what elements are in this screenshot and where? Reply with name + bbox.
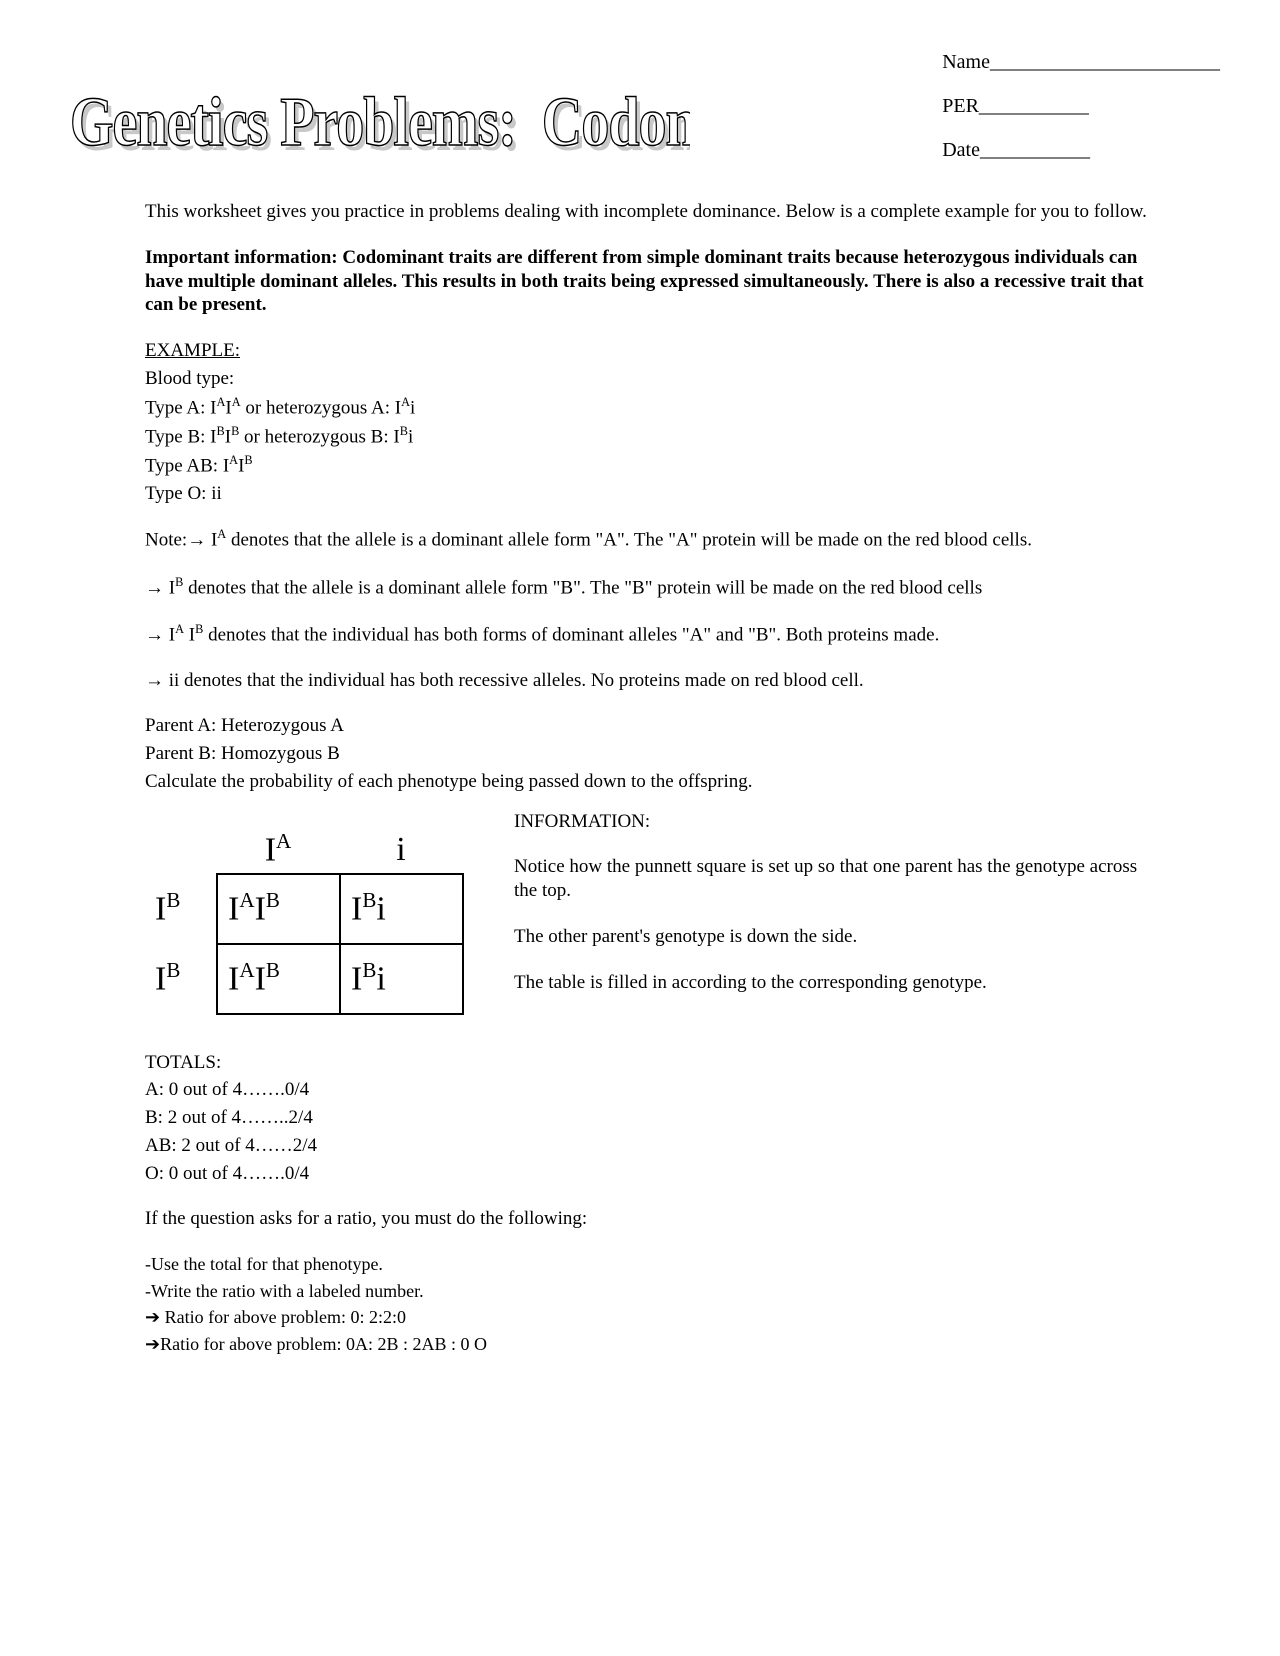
totals-heading: TOTALS: [145, 1051, 1155, 1075]
punnett-top-1: IA [217, 806, 340, 874]
punnett-cell-11: IAIB [217, 874, 340, 944]
calc-prompt: Calculate the probability of each phenot… [145, 770, 1155, 794]
punnett-cell-21: IAIB [217, 944, 340, 1014]
note-1: Note:→ IA denotes that the allele is a d… [145, 527, 1155, 552]
note-4: → ii denotes that the individual has bot… [145, 669, 1155, 693]
note-2: → IB denotes that the allele is a domina… [145, 575, 1155, 600]
totals-a: A: 0 out of 4…….0/4 [145, 1078, 1155, 1102]
ratio-question: If the question asks for a ratio, you mu… [145, 1207, 1155, 1231]
punnett-cell-22: IBi [340, 944, 463, 1014]
parent-a: Parent A: Heterozygous A [145, 714, 1155, 738]
punnett-side-2: IB [155, 944, 217, 1014]
example-heading: EXAMPLE: [145, 339, 1155, 363]
title-svg: Genetics Problems: Codominance Genetics … [70, 80, 690, 160]
totals-ab: AB: 2 out of 4……2/4 [145, 1134, 1155, 1158]
type-ab: Type AB: IAIB [145, 453, 1155, 478]
punnett-side-1: IB [155, 874, 217, 944]
info-p2: The other parent's genotype is down the … [514, 925, 1155, 949]
info-heading: INFORMATION: [514, 810, 1155, 834]
title: Genetics Problems: Codominance Genetics … [70, 80, 690, 165]
punnett-section: IA i IB IAIB IBi IB IAIB IBi I [145, 806, 1155, 1015]
totals-o: O: 0 out of 4…….0/4 [145, 1162, 1155, 1186]
type-o: Type O: ii [145, 482, 1155, 506]
totals-b: B: 2 out of 4……..2/4 [145, 1106, 1155, 1130]
intro: This worksheet gives you practice in pro… [145, 200, 1155, 224]
info-p3: The table is filled in according to the … [514, 971, 1155, 995]
ratio-step-2: -Write the ratio with a labeled number. [145, 1280, 1155, 1303]
worksheet-page: Name_______________________ PER_________… [0, 0, 1280, 1656]
date-field[interactable]: Date___________ [942, 128, 1220, 172]
ratio-result-2: ➔Ratio for above problem: 0A: 2B : 2AB :… [145, 1333, 1155, 1356]
info-p1: Notice how the punnett square is set up … [514, 855, 1155, 903]
header-fields: Name_______________________ PER_________… [942, 40, 1220, 172]
information-column: INFORMATION: Notice how the punnett squa… [514, 806, 1155, 999]
punnett-square: IA i IB IAIB IBi IB IAIB IBi [155, 806, 464, 1015]
type-a: Type A: IAIA or heterozygous A: IAi [145, 395, 1155, 420]
note-3: → IA IB denotes that the individual has … [145, 622, 1155, 647]
ratio-step-1: -Use the total for that phenotype. [145, 1253, 1155, 1276]
svg-text:Genetics Problems: Codominanc: Genetics Problems: Codominance [70, 83, 690, 160]
name-field[interactable]: Name_______________________ [942, 40, 1220, 84]
type-b: Type B: IBIB or heterozygous B: IBi [145, 424, 1155, 449]
parent-b: Parent B: Homozygous B [145, 742, 1155, 766]
punnett-cell-12: IBi [340, 874, 463, 944]
important-info: Important information: Codominant traits… [145, 246, 1155, 317]
ratio-result-1: ➔ Ratio for above problem: 0: 2:2:0 [145, 1306, 1155, 1329]
body: This worksheet gives you practice in pro… [145, 200, 1155, 1359]
blood-type-label: Blood type: [145, 367, 1155, 391]
punnett-top-2: i [340, 806, 463, 874]
per-field[interactable]: PER___________ [942, 84, 1220, 128]
